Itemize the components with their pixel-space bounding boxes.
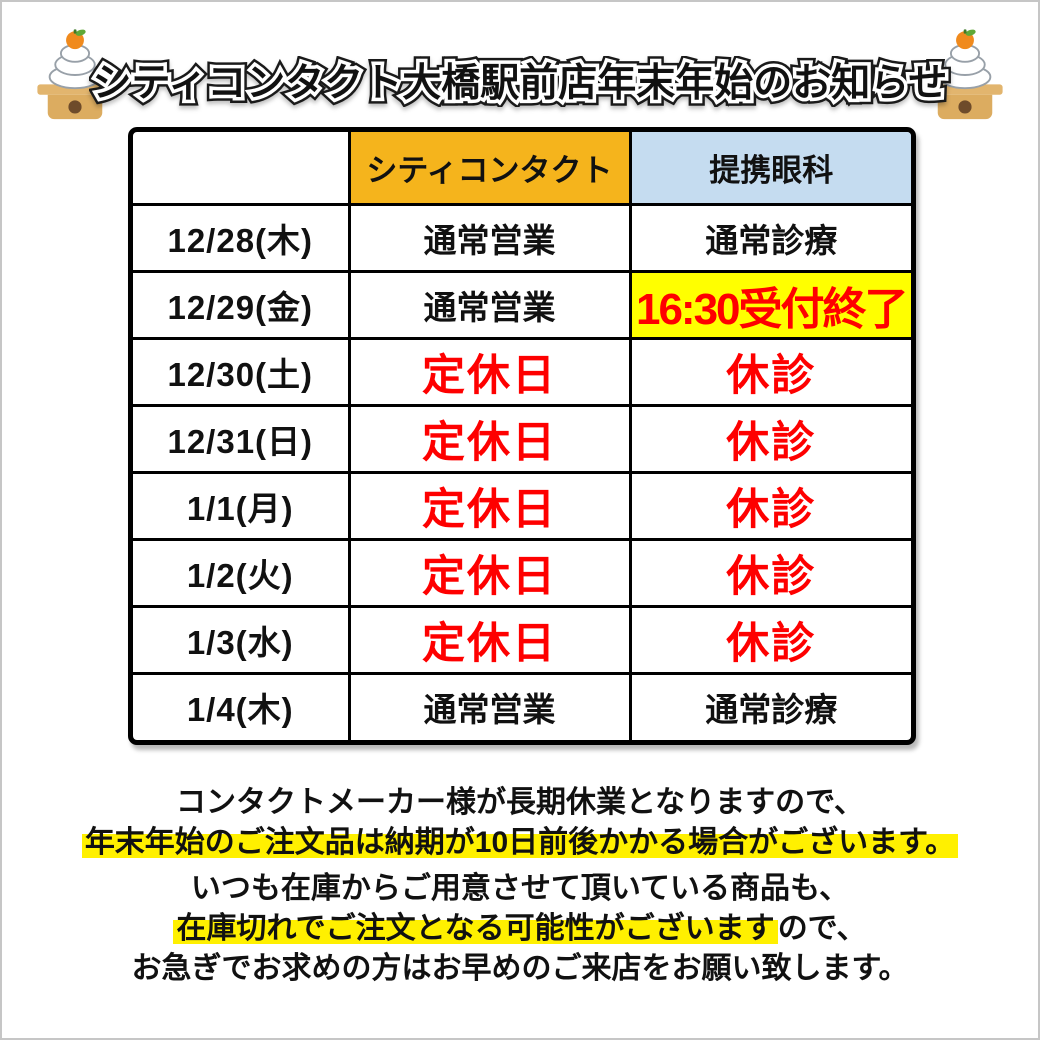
notice-line-highlighted: 年末年始のご注文品は納期が10日前後かかる場合がございます。 — [2, 823, 1038, 863]
highlight-text: 在庫切れでご注文となる可能性がございます — [173, 912, 778, 945]
notice-line: コンタクトメーカー様が長期休業となりますので、 — [176, 786, 864, 819]
date-cell: 1/3(水) — [133, 604, 349, 673]
date-cell: 12/30(土) — [133, 336, 349, 405]
shop-status-cell: 通常営業 — [347, 269, 630, 338]
shop-status-cell: 定休日 — [347, 537, 630, 606]
table-row: 12/29(金) 通常営業 16:30受付終了 — [133, 269, 911, 338]
table-row: 1/2(火) 定休日 休診 — [133, 537, 911, 606]
kagami-mochi-icon — [37, 29, 113, 120]
clinic-status-cell: 通常診療 — [628, 202, 911, 271]
clinic-status-cell: 休診 — [628, 537, 911, 606]
date-cell: 1/2(火) — [133, 537, 349, 606]
notice-text: コンタクトメーカー様が長期休業となりますので、 年末年始のご注文品は納期が10日… — [2, 783, 1038, 989]
date-cell: 12/28(木) — [133, 202, 349, 271]
clinic-status-cell: 休診 — [628, 604, 911, 673]
notice-line: いつも在庫からご用意させて頂いている商品も、 — [190, 872, 850, 905]
table-row: 12/30(土) 定休日 休診 — [133, 336, 911, 405]
shop-status-cell: 定休日 — [347, 403, 630, 472]
notice-line-highlighted: 在庫切れでご注文となる可能性がございます ので、 — [2, 909, 1038, 949]
notice-line: お急ぎでお求めの方はお早めのご来店をお願い致します。 — [131, 952, 909, 985]
table-row: 1/4(木) 通常営業 通常診療 — [133, 671, 911, 740]
header-clinic-cell: 提携眼科 — [628, 132, 911, 204]
clinic-status-cell: 休診 — [628, 336, 911, 405]
table-header-row: シティコンタクト 提携眼科 — [133, 132, 911, 204]
clinic-status-alert-cell: 16:30受付終了 — [628, 269, 911, 338]
date-cell: 1/4(木) — [133, 671, 349, 740]
shop-status-cell: 定休日 — [347, 336, 630, 405]
clinic-status-cell: 休診 — [628, 403, 911, 472]
plain-text: ので、 — [777, 912, 867, 945]
shop-status-cell: 通常営業 — [347, 671, 630, 740]
shop-status-cell: 定休日 — [347, 470, 630, 539]
table-row: 1/1(月) 定休日 休診 — [133, 470, 911, 539]
shop-status-cell: 定休日 — [347, 604, 630, 673]
page-title-text: シティコンタクト大橋駅前店年末年始のお知らせ — [92, 62, 948, 105]
date-cell: 12/31(日) — [133, 403, 349, 472]
page-title-outline: シティコンタクト大橋駅前店年末年始のお知らせ — [87, 56, 954, 111]
date-cell: 12/29(金) — [133, 269, 349, 338]
table-row: 12/31(日) 定休日 休診 — [133, 403, 911, 472]
header-date-cell — [133, 132, 349, 204]
table-row: 12/28(木) 通常営業 通常診療 — [133, 202, 911, 271]
kagami-mochi-icon — [927, 29, 1003, 120]
highlight-text: 年末年始のご注文品は納期が10日前後かかる場合がございます。 — [81, 826, 959, 859]
clinic-status-cell: 休診 — [628, 470, 911, 539]
page-title-stroke: シティコンタクト大橋駅前店年末年始のお知らせ — [89, 59, 951, 109]
schedule-table: シティコンタクト 提携眼科 12/28(木) 通常営業 通常診療 12/29(金… — [128, 127, 916, 745]
clinic-status-cell: 通常診療 — [628, 671, 911, 740]
date-cell: 1/1(月) — [133, 470, 349, 539]
header-shop-cell: シティコンタクト — [347, 132, 630, 204]
table-row: 1/3(水) 定休日 休診 — [133, 604, 911, 673]
shop-status-cell: 通常営業 — [347, 202, 630, 271]
page-title: シティコンタクト大橋駅前店年末年始のお知らせ シティコンタクト大橋駅前店年末年始… — [2, 52, 1038, 116]
